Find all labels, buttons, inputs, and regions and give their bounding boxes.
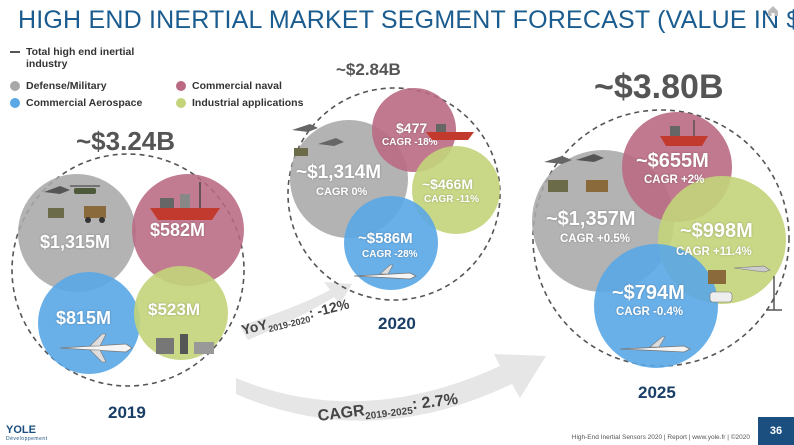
legend-naval-label: Commercial naval: [192, 80, 282, 92]
value-defense-2020: ~$1,314M: [296, 162, 382, 183]
yole-logo: YOLE Développement: [6, 424, 48, 442]
page-title: HIGH END INERTIAL MARKET SEGMENT FORECAS…: [18, 6, 794, 34]
footer-text: High-End Inertial Sensors 2020 | Report …: [571, 434, 750, 441]
yoy-arrow: [240, 282, 352, 340]
bubble-aero-2019: [38, 272, 140, 374]
cagr-naval-2025: CAGR +2%: [644, 174, 705, 186]
fighter-jets-icon: [292, 124, 344, 156]
industrial-equipment-icon-2025: [708, 265, 782, 311]
legend-total-label: Total high end inertial industry: [26, 46, 135, 70]
cagr-defense-2025: CAGR +0.5%: [560, 233, 630, 245]
cagr-aero-2020: CAGR -28%: [362, 249, 418, 260]
value-aero-2019: $815M: [56, 308, 112, 328]
airplane-icon: [59, 333, 133, 363]
value-industrial-2020: ~$466M: [422, 176, 473, 192]
legend-aero: Commercial Aerospace: [10, 97, 142, 109]
logo-main: YOLE: [6, 424, 36, 436]
value-naval-2019: $582M: [150, 220, 206, 240]
blue-dot-icon: [10, 98, 20, 108]
cagr-industrial-2020: CAGR -11%: [424, 194, 480, 205]
value-industrial-2025: ~$998M: [680, 220, 753, 242]
outer-circle-2019: [11, 153, 245, 387]
value-aero-2020: ~$586M: [358, 230, 413, 247]
cagr-defense-2020: CAGR 0%: [316, 186, 368, 198]
page-number: 36: [758, 417, 794, 445]
legend-aero-label: Commercial Aerospace: [26, 97, 143, 109]
military-vehicles-icon: [44, 185, 106, 223]
pink-dot-icon: [176, 81, 186, 91]
year-2020: 2020: [378, 314, 416, 333]
dashed-line-icon: [10, 51, 20, 53]
legend-defense: Defense/Military: [10, 80, 107, 92]
total-2025: ~$3.80B: [594, 68, 724, 106]
cagr-naval-2020: CAGR -18%: [382, 137, 438, 148]
total-2020: ~$2.84B: [336, 60, 401, 79]
airplane-icon-2020: [353, 264, 417, 280]
value-naval-2025: ~$655M: [636, 150, 709, 172]
home-icon[interactable]: [766, 4, 780, 18]
value-aero-2025: ~$794M: [612, 282, 685, 304]
ship-icon-2020: [426, 124, 474, 140]
footer: YOLE Développement High-End Inertial Sen…: [0, 424, 794, 445]
cagr-aero-2025: CAGR -0.4%: [616, 306, 684, 318]
ship-icon: [150, 182, 220, 220]
legend-industrial-label: Industrial applications: [192, 97, 304, 109]
value-defense-2019: $1,315M: [40, 232, 111, 252]
year-2019: 2019: [108, 403, 146, 422]
cagr-arrow: [236, 354, 546, 421]
legend-defense-label: Defense/Military: [26, 80, 107, 92]
gray-dot-icon: [10, 81, 20, 91]
outer-circle-2020: [287, 87, 501, 301]
green-dot-icon: [176, 98, 186, 108]
cagr-industrial-2025: CAGR +11.4%: [676, 246, 752, 258]
value-defense-2025: ~$1,357M: [546, 208, 636, 230]
legend-naval: Commercial naval: [176, 80, 282, 92]
industrial-equipment-icon: [156, 334, 214, 354]
legend-total: Total high end inertial industry: [10, 46, 160, 70]
airplane-icon-2025: [619, 336, 691, 353]
military-vehicles-icon-2025: [544, 154, 608, 192]
year-2025: 2025: [638, 383, 676, 402]
logo-sub: Développement: [6, 436, 48, 442]
total-2019: ~$3.24B: [76, 126, 176, 156]
value-industrial-2019: $523M: [148, 300, 200, 319]
value-naval-2020: $477: [396, 120, 428, 136]
legend-industrial: Industrial applications: [176, 97, 303, 109]
ship-icon-2025: [660, 120, 708, 146]
